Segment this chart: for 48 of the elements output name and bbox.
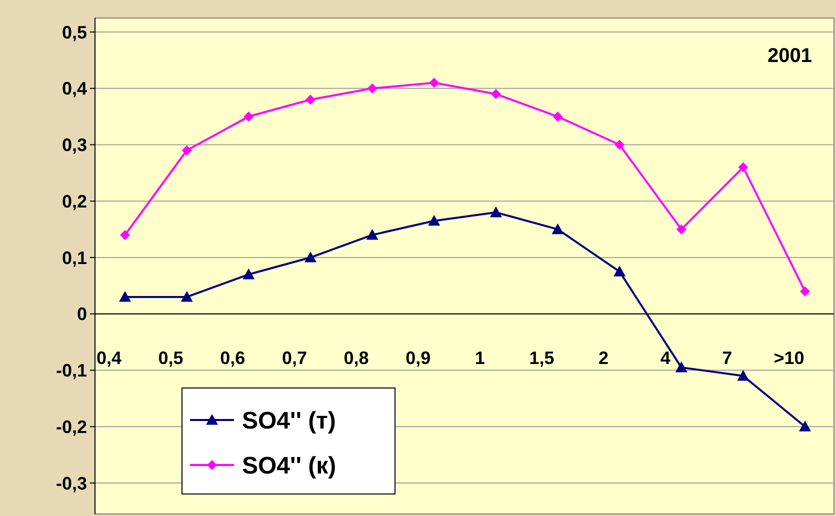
point [367, 83, 378, 94]
point [614, 140, 625, 150]
point [242, 268, 255, 280]
y-tick-label: 0,2 [62, 191, 87, 212]
point [799, 420, 811, 432]
x-tick-label: 0,7 [282, 348, 307, 368]
x-tick-label: 0,4 [96, 348, 122, 368]
point [120, 230, 130, 240]
point [490, 206, 502, 218]
x-tick-label: 1,5 [529, 348, 554, 368]
point [304, 252, 316, 262]
point [180, 290, 193, 302]
y-tick-label: 0,4 [62, 78, 87, 99]
x-tick-label: 7 [722, 348, 732, 368]
point [676, 224, 686, 234]
x-tick-label: 2 [598, 348, 609, 368]
y-tick-label: -0,2 [56, 416, 87, 437]
annotation: 2001 [768, 45, 812, 67]
point [738, 162, 748, 172]
x-tick-label: >10 [774, 348, 804, 368]
point [552, 223, 564, 234]
y-tick-label: 0,5 [62, 22, 87, 42]
x-tick-label: 0,8 [344, 348, 369, 368]
point [366, 228, 378, 240]
point [428, 214, 440, 226]
legend-label: SO4'' (т) [242, 407, 336, 434]
point [182, 145, 192, 156]
y-tick-label: -0,3 [56, 473, 87, 494]
x-tick-label: 0,5 [158, 348, 184, 368]
point [614, 266, 626, 276]
point [244, 112, 254, 122]
point [737, 370, 750, 381]
x-tick-label: 4 [660, 348, 670, 368]
point [119, 290, 131, 302]
point [675, 361, 688, 372]
legend-label: SO4'' (к) [242, 452, 336, 480]
point [800, 286, 810, 296]
y-tick-label: 0,3 [62, 135, 87, 156]
x-tick-label: 0,6 [220, 348, 246, 368]
y-tick-label: 0 [76, 304, 87, 324]
x-tick-label: 1 [474, 348, 485, 368]
y-tick-label: 0,1 [62, 248, 87, 268]
x-tick-label: 0,9 [406, 348, 431, 368]
y-tick-label: -0,1 [56, 360, 87, 381]
point [490, 89, 501, 100]
point [305, 94, 316, 105]
point [429, 78, 440, 88]
point [552, 112, 563, 122]
